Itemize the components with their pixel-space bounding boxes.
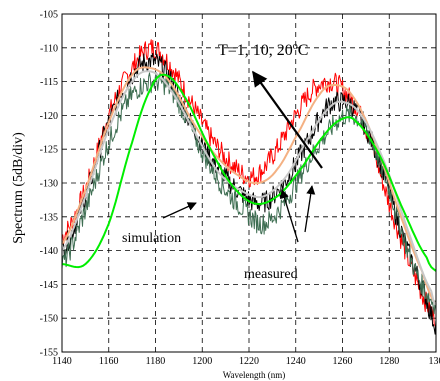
x-tick-label: 1200 <box>192 356 212 367</box>
y-tick-label: -105 <box>40 10 58 21</box>
x-tick-labels: 1140 1160 1180 1200 1220 1240 1260 1280 130 <box>52 356 440 367</box>
measured-pointer-arrow-2 <box>304 185 316 233</box>
temperature-annotation: T=1, 10, 20oC <box>218 41 308 59</box>
x-tick-label: 1220 <box>239 356 259 367</box>
temperature-trend-arrow <box>252 70 323 169</box>
x-axis-label: Wavelength (nm) <box>223 370 286 380</box>
x-tick-label: 1280 <box>379 356 399 367</box>
temperature-annotation-unit: C <box>298 42 309 59</box>
y-tick-label: -125 <box>40 145 58 156</box>
y-tick-label: -120 <box>40 111 58 122</box>
y-tick-label: -130 <box>40 179 58 190</box>
series-line-5 <box>61 70 437 306</box>
measured-pointer-arrow-1 <box>280 189 299 243</box>
temperature-annotation-text: T=1, 10, 20 <box>218 42 293 59</box>
y-axis-label: Spectrum (5dB/div) <box>11 132 26 244</box>
y-tick-labels: -155 -150 -145 -140 -135 -130 -125 -120 -115 -110… <box>40 10 58 359</box>
simulation-annotation: simulation <box>122 231 181 246</box>
series-line-6 <box>61 73 437 272</box>
y-tick-label: -140 <box>40 246 58 257</box>
y-tick-label: -155 <box>40 348 58 359</box>
series-line-3 <box>61 71 437 315</box>
y-tick-label: -110 <box>40 43 58 54</box>
y-tick-label: -150 <box>40 314 58 325</box>
x-tick-label: 1140 <box>52 356 72 367</box>
x-tick-label: 1240 <box>286 356 306 367</box>
x-tick-label: 1160 <box>99 356 119 367</box>
simulation-pointer-arrow <box>162 202 197 219</box>
series-layer <box>61 39 437 335</box>
y-tick-label: -145 <box>40 280 58 291</box>
y-tick-label: -115 <box>40 77 58 88</box>
x-tick-label: 1180 <box>146 356 166 367</box>
temperature-annotation-superscript: o <box>293 41 298 52</box>
y-tick-label: -135 <box>40 212 58 223</box>
x-tick-label: 1260 <box>333 356 353 367</box>
x-tick-label: 130 <box>429 356 440 367</box>
measured-annotation: measured <box>244 267 298 282</box>
plot-frame <box>61 13 437 353</box>
